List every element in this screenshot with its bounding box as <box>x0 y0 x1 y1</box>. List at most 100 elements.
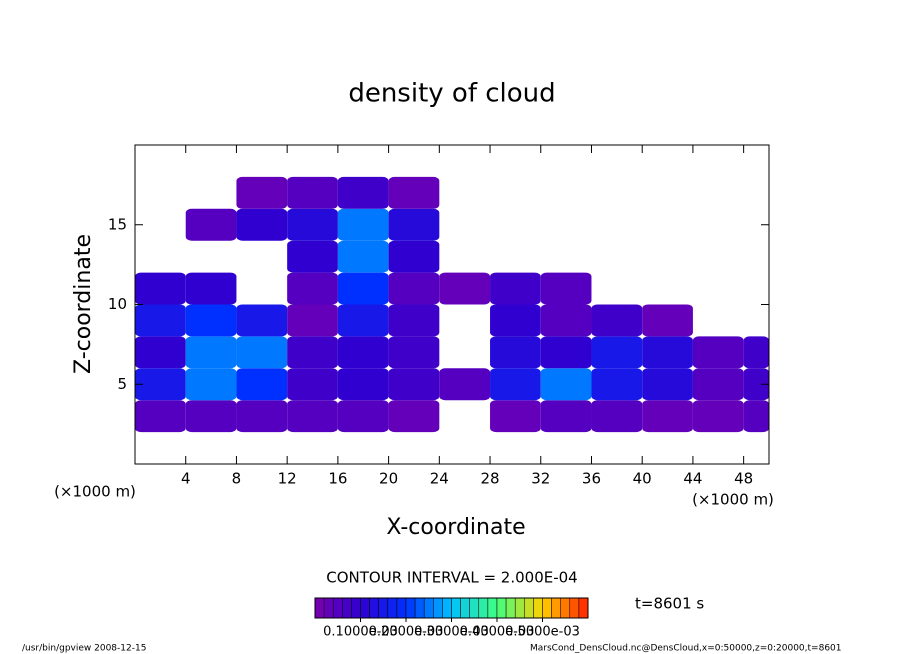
colorbar-swatch <box>496 597 507 619</box>
contour-cell <box>490 400 541 433</box>
colorbar-swatch <box>469 597 480 619</box>
x-tick-label: 20 <box>379 470 398 488</box>
contour-cell <box>388 208 440 241</box>
y-tick-label: 5 <box>117 375 127 393</box>
contour-cell <box>287 208 338 241</box>
contour-cell <box>490 304 541 337</box>
colorbar-swatch <box>360 597 370 619</box>
colorbar-swatch <box>378 597 389 619</box>
contour-cell <box>185 368 237 401</box>
contour-cell <box>185 208 237 241</box>
chart-title: density of cloud <box>348 79 555 109</box>
contour-cell <box>185 272 237 305</box>
contour-cell <box>185 304 237 337</box>
contour-cell <box>287 304 338 337</box>
contour-cell <box>591 336 643 369</box>
contour-cell <box>337 176 389 209</box>
x-tick-label: 4 <box>181 470 191 488</box>
contour-cell <box>337 400 389 433</box>
contour-cell <box>540 368 592 401</box>
contour-cell <box>388 304 440 337</box>
contour-cell <box>743 368 769 401</box>
colorbar-label: 0.3000e-03 <box>414 625 489 640</box>
colorbar-swatch <box>387 597 398 619</box>
contour-cell <box>287 272 338 305</box>
x-unit: (×1000 m) <box>692 491 774 509</box>
contour-cell <box>490 368 541 401</box>
contour-cell <box>642 400 693 433</box>
contour-cell <box>135 336 186 369</box>
colorbar-swatch <box>524 597 534 619</box>
contour-cell <box>490 272 541 305</box>
contour-cell <box>591 368 643 401</box>
contour-cell <box>692 336 744 369</box>
x-tick-label: 12 <box>278 470 297 488</box>
contour-cell <box>743 400 769 433</box>
contour-cell <box>135 272 186 305</box>
contour-cell <box>388 400 440 433</box>
contour-cell <box>337 272 389 305</box>
contour-cell <box>743 336 769 369</box>
contour-cell <box>388 240 440 273</box>
x-tick-label: 24 <box>430 470 449 488</box>
colorbar-swatch <box>423 597 434 619</box>
contour-cell <box>388 336 440 369</box>
contour-cell <box>236 336 288 369</box>
contour-cell <box>642 304 693 337</box>
time-label: t=8601 s <box>635 595 704 613</box>
colorbar-swatch <box>460 597 470 619</box>
y-axis-title: Z-coordinate <box>71 234 96 374</box>
contour-cell <box>287 400 338 433</box>
contour-cell <box>591 304 643 337</box>
x-tick-label: 36 <box>582 470 601 488</box>
contour-cell <box>236 208 288 241</box>
y-unit: (×1000 m) <box>54 483 136 501</box>
contour-cell <box>135 368 186 401</box>
contour-cell <box>692 400 744 433</box>
contour-cell <box>287 336 338 369</box>
colorbar-swatch <box>369 597 379 619</box>
contour-cell <box>540 336 592 369</box>
contour-cell <box>642 368 693 401</box>
contour-cell <box>388 272 440 305</box>
colorbar-swatch <box>569 597 580 619</box>
contour-cell <box>540 304 592 337</box>
colorbar-label: 0.5000e-03 <box>505 625 580 640</box>
colorbar-swatch <box>514 597 525 619</box>
contour-cell <box>540 272 592 305</box>
contour-cell <box>236 368 288 401</box>
contour-cell <box>337 208 389 241</box>
contour-cell <box>135 400 186 433</box>
x-axis-title: X-coordinate <box>386 515 525 540</box>
footer-right: MarsCond_DensCloud.nc@DensCloud,x=0:5000… <box>530 644 842 654</box>
contour-cell <box>540 400 592 433</box>
colorbar-swatch <box>487 597 498 619</box>
colorbar-swatch <box>542 597 552 619</box>
contour-cell <box>337 240 389 273</box>
colorbar-swatch <box>323 597 334 619</box>
contour-cell <box>591 400 643 433</box>
colorbar-swatch <box>414 597 425 619</box>
colorbar-swatch <box>442 597 452 619</box>
colorbar-swatch <box>505 597 516 619</box>
contour-cell <box>388 176 440 209</box>
colorbar-swatch <box>433 597 443 619</box>
contour-cell <box>388 368 440 401</box>
colorbar-swatch <box>533 597 543 619</box>
x-tick-label: 44 <box>683 470 702 488</box>
contour-cell <box>287 240 338 273</box>
contour-cell <box>337 336 389 369</box>
contour-cell <box>337 304 389 337</box>
x-tick-label: 48 <box>734 470 753 488</box>
colorbar-swatch <box>351 597 361 619</box>
colorbar-label: 0.1000e-03 <box>323 625 398 640</box>
x-tick-label: 32 <box>531 470 550 488</box>
y-tick-label: 15 <box>108 215 127 233</box>
colorbar-swatch <box>478 597 489 619</box>
colorbar-swatch <box>551 597 561 619</box>
contour-cell <box>236 304 288 337</box>
colorbar-swatch <box>560 597 571 619</box>
colorbar-swatch <box>332 597 343 619</box>
x-tick-label: 16 <box>328 470 347 488</box>
